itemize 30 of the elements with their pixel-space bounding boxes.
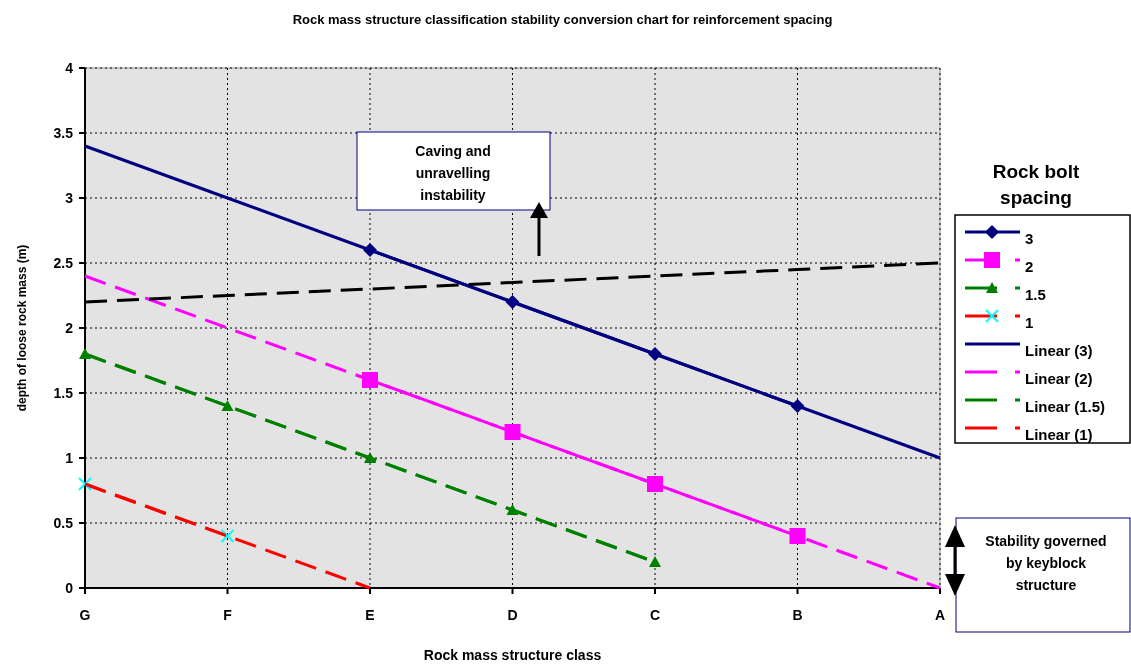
- x-tick-label: G: [79, 607, 91, 623]
- y-tick-label: 2.5: [53, 255, 74, 271]
- y-tick-label: 4: [65, 60, 74, 76]
- y-tick-label: 3.5: [53, 125, 74, 141]
- y-tick-label: 0.5: [53, 515, 74, 531]
- y-axis-title: depth of loose rock mass (m): [15, 244, 29, 412]
- legend-label: Linear (1): [1025, 426, 1093, 443]
- x-tick-label: B: [792, 607, 803, 623]
- legend-label: Linear (1.5): [1025, 398, 1106, 415]
- y-tick-label: 1: [65, 450, 74, 466]
- annotation: Caving and unravelling instability: [415, 143, 491, 203]
- x-tick-label: C: [649, 607, 661, 623]
- legend-label: Linear (2): [1025, 370, 1093, 387]
- legend-label: Linear (3): [1025, 342, 1093, 359]
- legend-title: Rock bolt spacing: [992, 161, 1080, 208]
- chart-title: Rock mass structure classification stability conversion chart for reinforcement spacing: [292, 12, 833, 27]
- y-tick-label: 3: [65, 190, 74, 206]
- legend-label: 1.5: [1025, 286, 1046, 303]
- x-tick-label: D: [507, 607, 518, 623]
- x-tick-label: E: [365, 607, 375, 623]
- legend-label: 2: [1025, 258, 1034, 275]
- x-tick-label: F: [223, 607, 233, 623]
- legend-label: 3: [1025, 230, 1034, 247]
- legend-label: 1: [1025, 314, 1034, 331]
- y-tick-label: 0: [65, 580, 74, 596]
- text: Stability governed by keyblock structure: [985, 533, 1107, 593]
- y-tick-label: 1.5: [53, 385, 74, 401]
- x-axis-title: Rock mass structure class: [423, 647, 602, 663]
- x-tick-label: A: [934, 607, 946, 623]
- y-tick-label: 2: [65, 320, 74, 336]
